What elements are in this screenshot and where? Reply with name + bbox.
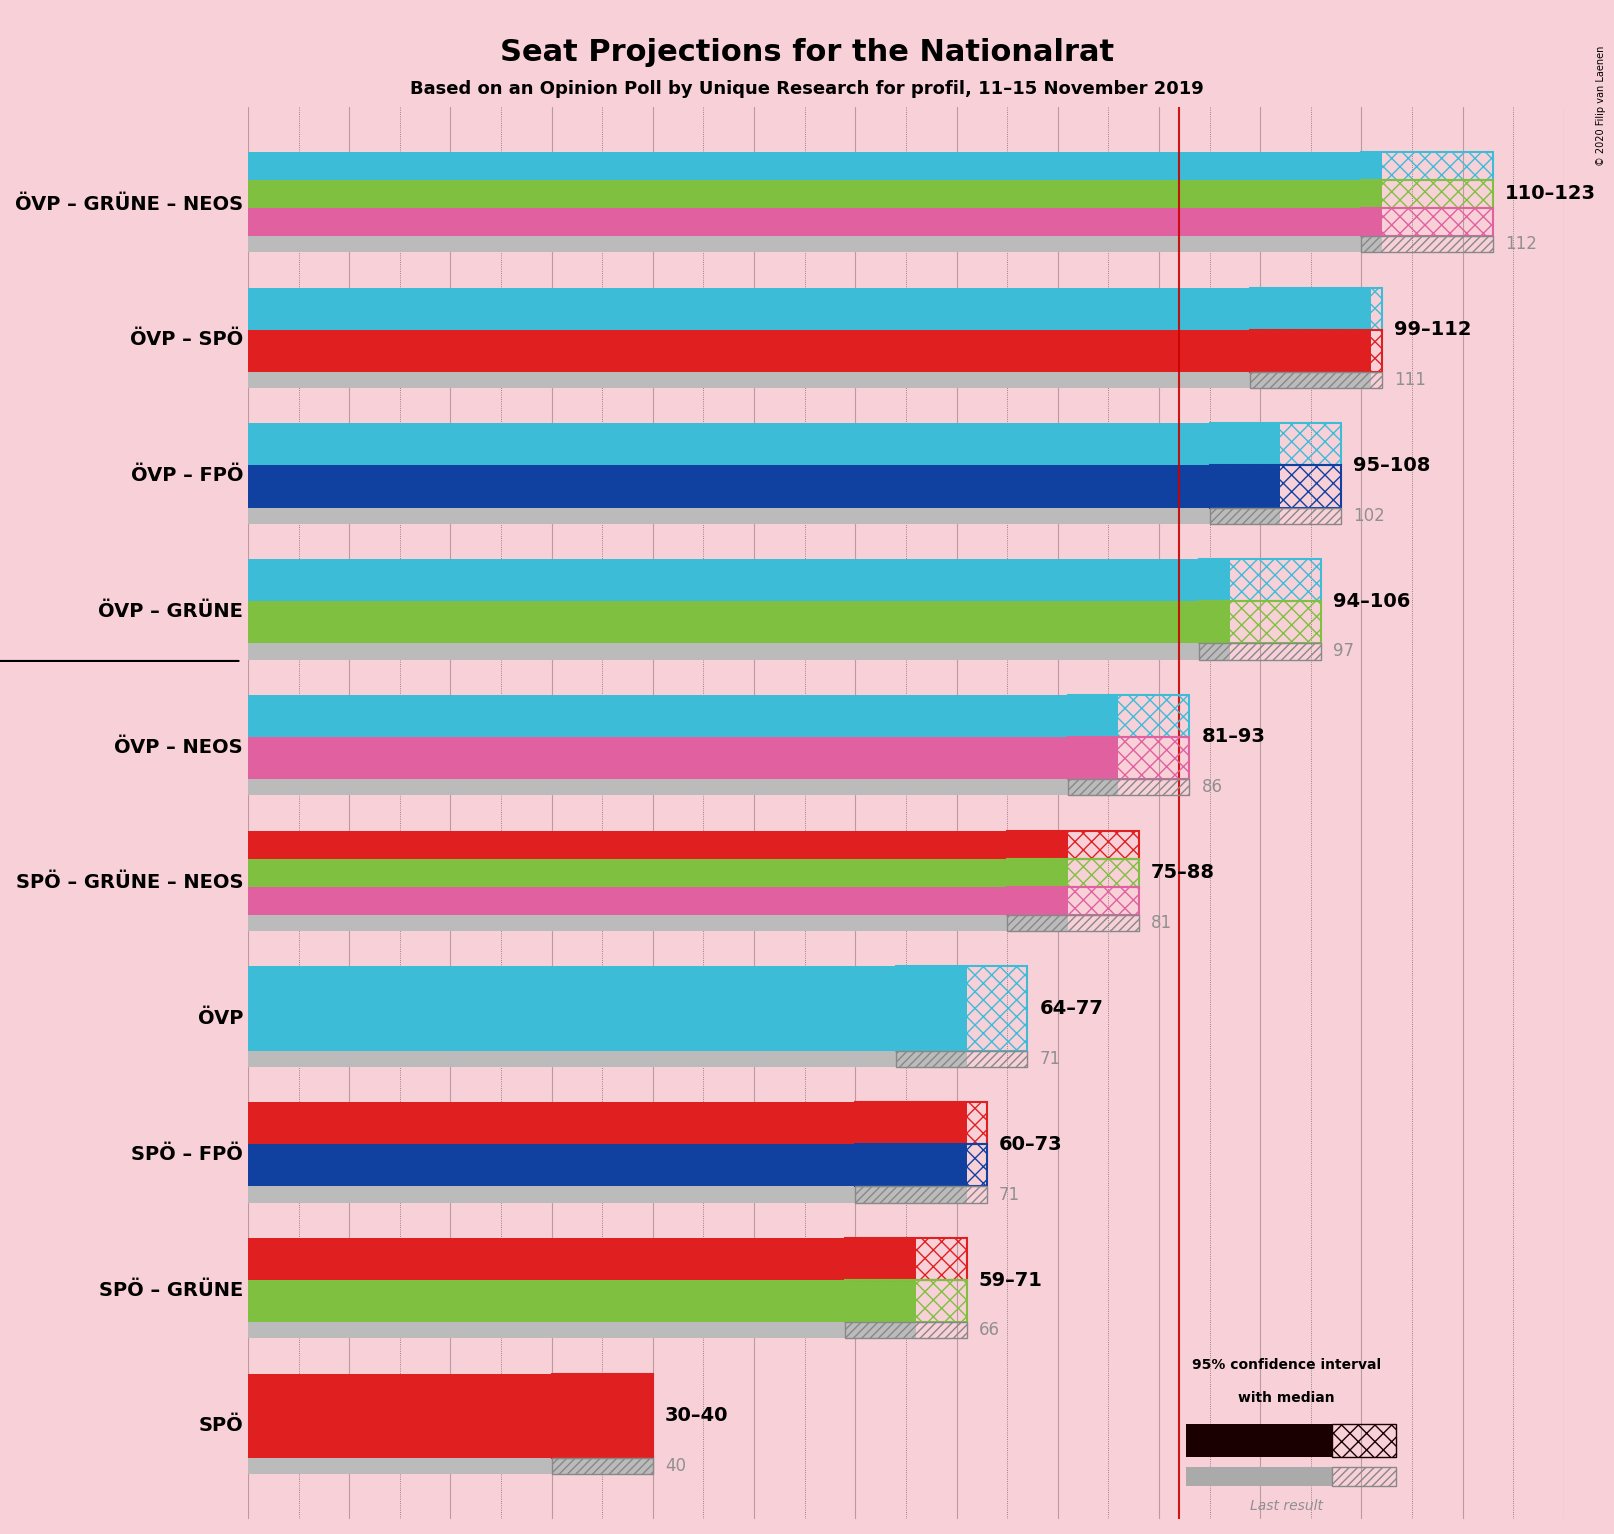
Bar	[1249, 371, 1382, 388]
Bar	[1007, 887, 1139, 914]
Text: 40: 40	[665, 1457, 686, 1476]
Bar	[249, 736, 1119, 779]
Bar	[1209, 465, 1341, 508]
Bar	[249, 695, 1119, 736]
Bar	[249, 914, 1068, 931]
Text: 94–106: 94–106	[1333, 592, 1411, 611]
Bar	[249, 831, 1068, 859]
Bar	[249, 643, 1230, 660]
Text: 60–73: 60–73	[999, 1135, 1062, 1154]
Bar	[1068, 736, 1190, 779]
Text: with median: with median	[1238, 1391, 1335, 1405]
Text: 95–108: 95–108	[1353, 456, 1430, 476]
Bar	[855, 1144, 986, 1186]
Bar	[1361, 209, 1493, 236]
Bar	[249, 179, 1382, 209]
Bar	[1361, 152, 1493, 179]
Bar	[249, 1279, 917, 1322]
Text: 86: 86	[1201, 778, 1222, 796]
Bar	[249, 859, 1068, 887]
Bar	[1361, 179, 1493, 209]
Bar	[1361, 236, 1493, 252]
Bar	[249, 1144, 967, 1186]
Text: 97: 97	[1333, 643, 1354, 661]
Bar	[249, 1457, 652, 1474]
Bar	[249, 152, 1382, 179]
Text: Last result: Last result	[1249, 1499, 1323, 1513]
Text: 111: 111	[1394, 371, 1425, 390]
Bar	[249, 1374, 652, 1457]
Bar	[249, 558, 1230, 601]
Text: 71: 71	[1039, 1049, 1060, 1068]
Bar	[1068, 779, 1190, 795]
Bar	[249, 287, 1372, 330]
Bar	[855, 1186, 986, 1203]
Bar	[896, 966, 1028, 1051]
Bar	[896, 1051, 1028, 1068]
Bar	[249, 236, 1382, 252]
Bar	[846, 1279, 967, 1322]
Bar	[1007, 859, 1139, 887]
Bar	[249, 371, 1372, 388]
Bar	[249, 465, 1280, 508]
Text: 30–40: 30–40	[665, 1407, 728, 1425]
Bar	[1249, 330, 1382, 371]
Bar	[1249, 287, 1382, 330]
Bar	[846, 1322, 967, 1339]
Text: 102: 102	[1353, 506, 1385, 525]
Bar	[1068, 695, 1190, 736]
Text: Seat Projections for the Nationalrat: Seat Projections for the Nationalrat	[500, 38, 1114, 67]
Text: 110–123: 110–123	[1506, 184, 1596, 204]
Bar	[1199, 558, 1320, 601]
Bar	[846, 1238, 967, 1279]
Bar	[552, 1457, 652, 1474]
Bar	[249, 601, 1230, 643]
Text: 81: 81	[1151, 914, 1172, 933]
Bar	[855, 1103, 986, 1144]
Bar	[249, 209, 1382, 236]
Text: 71: 71	[999, 1186, 1020, 1204]
Bar	[249, 1051, 967, 1068]
Bar	[249, 779, 1119, 795]
Text: 75–88: 75–88	[1151, 864, 1215, 882]
Bar	[1209, 423, 1341, 465]
Bar	[249, 423, 1280, 465]
Text: 59–71: 59–71	[978, 1270, 1043, 1290]
Bar	[249, 1103, 967, 1144]
Text: 64–77: 64–77	[1039, 999, 1104, 1019]
Text: 112: 112	[1506, 235, 1537, 253]
Bar	[249, 508, 1280, 523]
Bar	[249, 1322, 917, 1339]
Bar	[1007, 914, 1139, 931]
Bar	[1199, 643, 1320, 660]
Bar	[249, 887, 1068, 914]
Text: 95% confidence interval: 95% confidence interval	[1191, 1358, 1382, 1371]
Bar	[1007, 831, 1139, 859]
Text: © 2020 Filip van Laenen: © 2020 Filip van Laenen	[1596, 46, 1606, 166]
Text: Based on an Opinion Poll by Unique Research for profil, 11–15 November 2019: Based on an Opinion Poll by Unique Resea…	[410, 80, 1204, 98]
Bar	[249, 966, 967, 1051]
Bar	[249, 1238, 917, 1279]
Text: 99–112: 99–112	[1394, 321, 1472, 339]
Bar	[249, 1186, 967, 1203]
Text: 66: 66	[978, 1321, 999, 1339]
Bar	[1209, 508, 1341, 523]
Bar	[1199, 601, 1320, 643]
Text: 81–93: 81–93	[1201, 727, 1265, 747]
Bar	[552, 1374, 652, 1457]
Bar	[249, 330, 1372, 371]
